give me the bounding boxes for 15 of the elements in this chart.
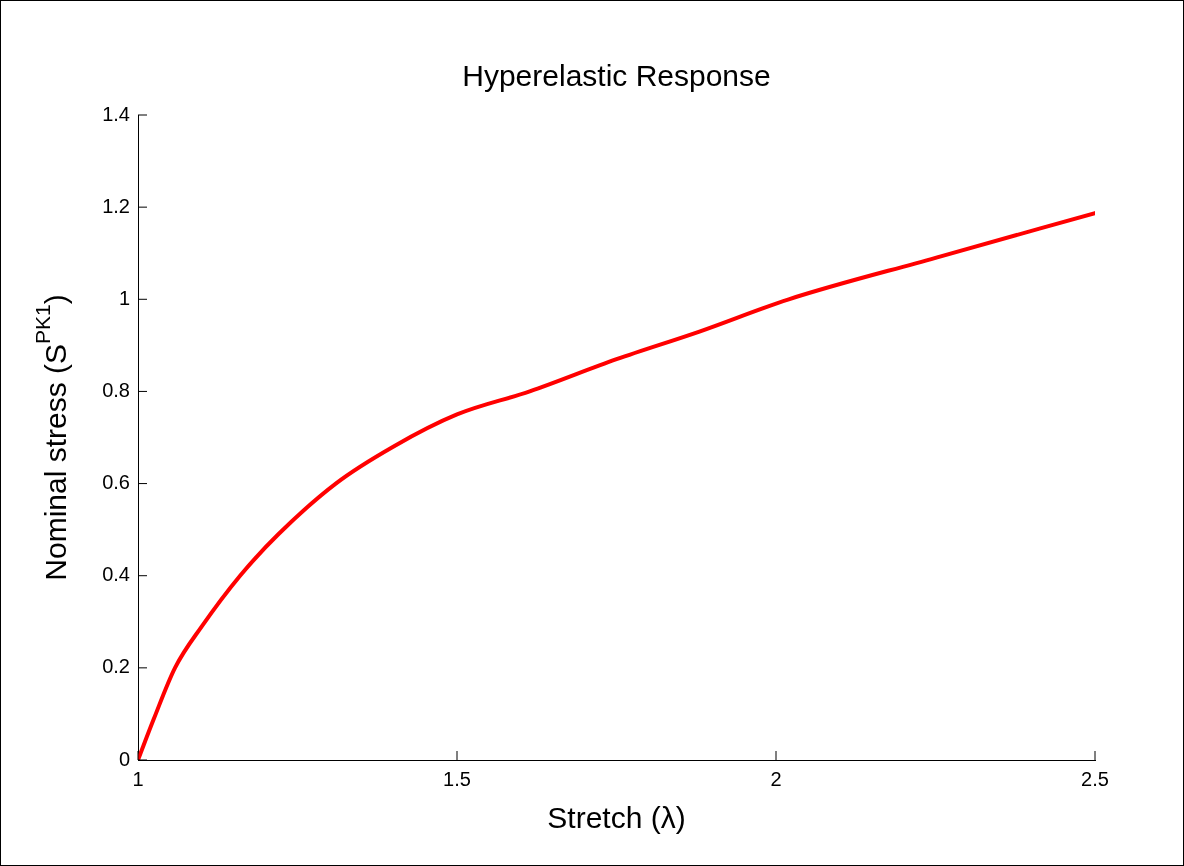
y-tick-label: 0.4 — [102, 563, 130, 586]
chart-title: Hyperelastic Response — [462, 59, 771, 93]
y-tick-label: 0.8 — [102, 378, 130, 401]
y-tick-label: 1.4 — [102, 102, 130, 125]
y-tick-label: 0 — [118, 747, 130, 770]
x-tick-label: 1 — [132, 767, 144, 790]
x-axis-title: Stretch (λ) — [547, 801, 686, 835]
y-tick-label: 0.6 — [102, 471, 130, 494]
y-tick-label: 0.2 — [102, 655, 130, 678]
x-tick-label: 2 — [770, 767, 782, 790]
y-axis-title: Nominal stress (SPK1) — [31, 294, 73, 581]
x-tick-label: 2.5 — [1081, 767, 1109, 790]
y-tick-label: 1 — [118, 286, 130, 309]
y-tick-label: 1.2 — [102, 194, 130, 217]
x-tick-label: 1.5 — [443, 767, 471, 790]
